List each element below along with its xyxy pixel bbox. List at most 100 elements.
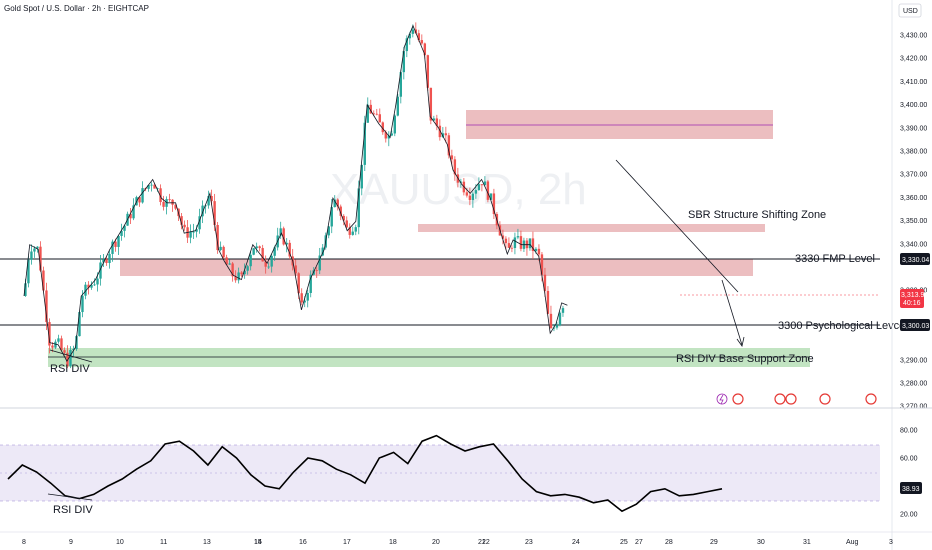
us-flag-event-icon[interactable]: [785, 393, 797, 405]
currency-box[interactable]: [898, 3, 922, 18]
candle: [132, 205, 135, 219]
candle: [327, 226, 330, 236]
candle: [102, 259, 105, 263]
candle: [123, 225, 126, 231]
candle: [297, 273, 300, 294]
candle: [174, 204, 177, 209]
descending-trendline: [615, 159, 739, 293]
candle: [528, 238, 532, 249]
candle: [246, 266, 249, 271]
time-axis-label: 30: [757, 539, 765, 546]
candle: [216, 224, 219, 251]
candle: [354, 227, 357, 232]
candle: [279, 228, 282, 236]
time-axis-label: 14: [254, 539, 262, 546]
candle: [60, 338, 63, 351]
candle: [300, 293, 303, 303]
candle: [351, 231, 354, 235]
candle: [477, 184, 481, 191]
candle: [66, 352, 69, 367]
svg-text:3,313.99: 3,313.99: [901, 292, 928, 299]
candle: [387, 135, 390, 139]
candle: [489, 193, 493, 200]
sbr-zone: [418, 224, 765, 232]
candle: [369, 104, 372, 114]
time-axis-label: 21: [478, 539, 486, 546]
rsi-div-rsi-line: [47, 493, 93, 501]
candle: [138, 197, 141, 203]
event-icons[interactable]: [716, 393, 877, 405]
price-axis-label: 3,360.00: [900, 195, 927, 202]
us-flag-event-icon[interactable]: [819, 393, 831, 405]
candle: [228, 263, 231, 265]
candle: [36, 246, 39, 249]
candle: [402, 51, 406, 73]
candle: [480, 184, 484, 186]
candle: [129, 213, 132, 219]
candle: [306, 292, 309, 301]
us-flag-event-icon[interactable]: [865, 393, 877, 405]
time-axis-label: 8: [22, 539, 26, 546]
rsi-div-rsi-label: RSI DIV: [53, 504, 93, 516]
rsi-div-price-label: RSI DIV: [50, 363, 90, 375]
us-flag-event-icon[interactable]: [774, 393, 786, 405]
time-axis-label: 13: [203, 539, 211, 546]
candle: [468, 195, 472, 201]
candle: [168, 199, 171, 200]
candle: [108, 253, 111, 263]
candle: [48, 322, 51, 346]
candle: [264, 261, 267, 267]
candle: [483, 181, 487, 186]
candle: [69, 350, 72, 367]
candle: [27, 259, 30, 284]
candle: [24, 283, 27, 296]
chart-title: Gold Spot / U.S. Dollar · 2h · EIGHTCAP: [4, 4, 149, 13]
candle: [294, 265, 297, 274]
candle: [99, 262, 102, 279]
svg-text:40:16: 40:16: [903, 300, 921, 307]
candle: [414, 29, 418, 34]
time-axis-label: 10: [116, 539, 124, 546]
candle: [378, 114, 381, 123]
candle: [192, 231, 195, 233]
candle: [552, 327, 556, 329]
candle: [105, 259, 108, 263]
candle: [75, 336, 78, 350]
rsi-axis-label: 80.00: [900, 428, 918, 435]
candle: [222, 246, 225, 258]
candle: [141, 188, 144, 203]
candle: [348, 227, 351, 235]
price-axis-label: 3,350.00: [900, 218, 927, 225]
candle: [171, 199, 174, 205]
candle: [345, 220, 348, 228]
candle: [204, 205, 207, 207]
candle: [519, 236, 523, 249]
candle: [90, 284, 93, 288]
candle: [399, 72, 403, 97]
lightning-glyph-icon: [719, 394, 724, 405]
candle: [540, 254, 544, 275]
candle: [231, 263, 234, 277]
rsi-line: [7, 434, 723, 513]
us-flag-event-icon[interactable]: [732, 393, 744, 405]
price-axis[interactable]: USD 3,430.00 3,420.00 3,410.00 3,400.00 3,39…: [891, 0, 927, 550]
time-axis-label: 28: [665, 539, 673, 546]
price-axis-label: 3,270.00: [900, 404, 927, 411]
lightning-event-icon[interactable]: [716, 393, 728, 405]
fmp-zone: [120, 259, 753, 276]
candle: [504, 238, 508, 244]
price-zones: [48, 110, 810, 367]
candle: [309, 274, 312, 293]
candle: [543, 274, 547, 291]
candle: [150, 184, 153, 186]
candle: [501, 235, 505, 239]
currency-label: USD: [903, 8, 918, 15]
candle: [381, 122, 384, 133]
candle: [288, 242, 291, 257]
candle: [315, 270, 318, 272]
candle: [285, 242, 288, 245]
svg-text:3,300.03: 3,300.03: [902, 323, 929, 330]
candle: [471, 193, 475, 201]
